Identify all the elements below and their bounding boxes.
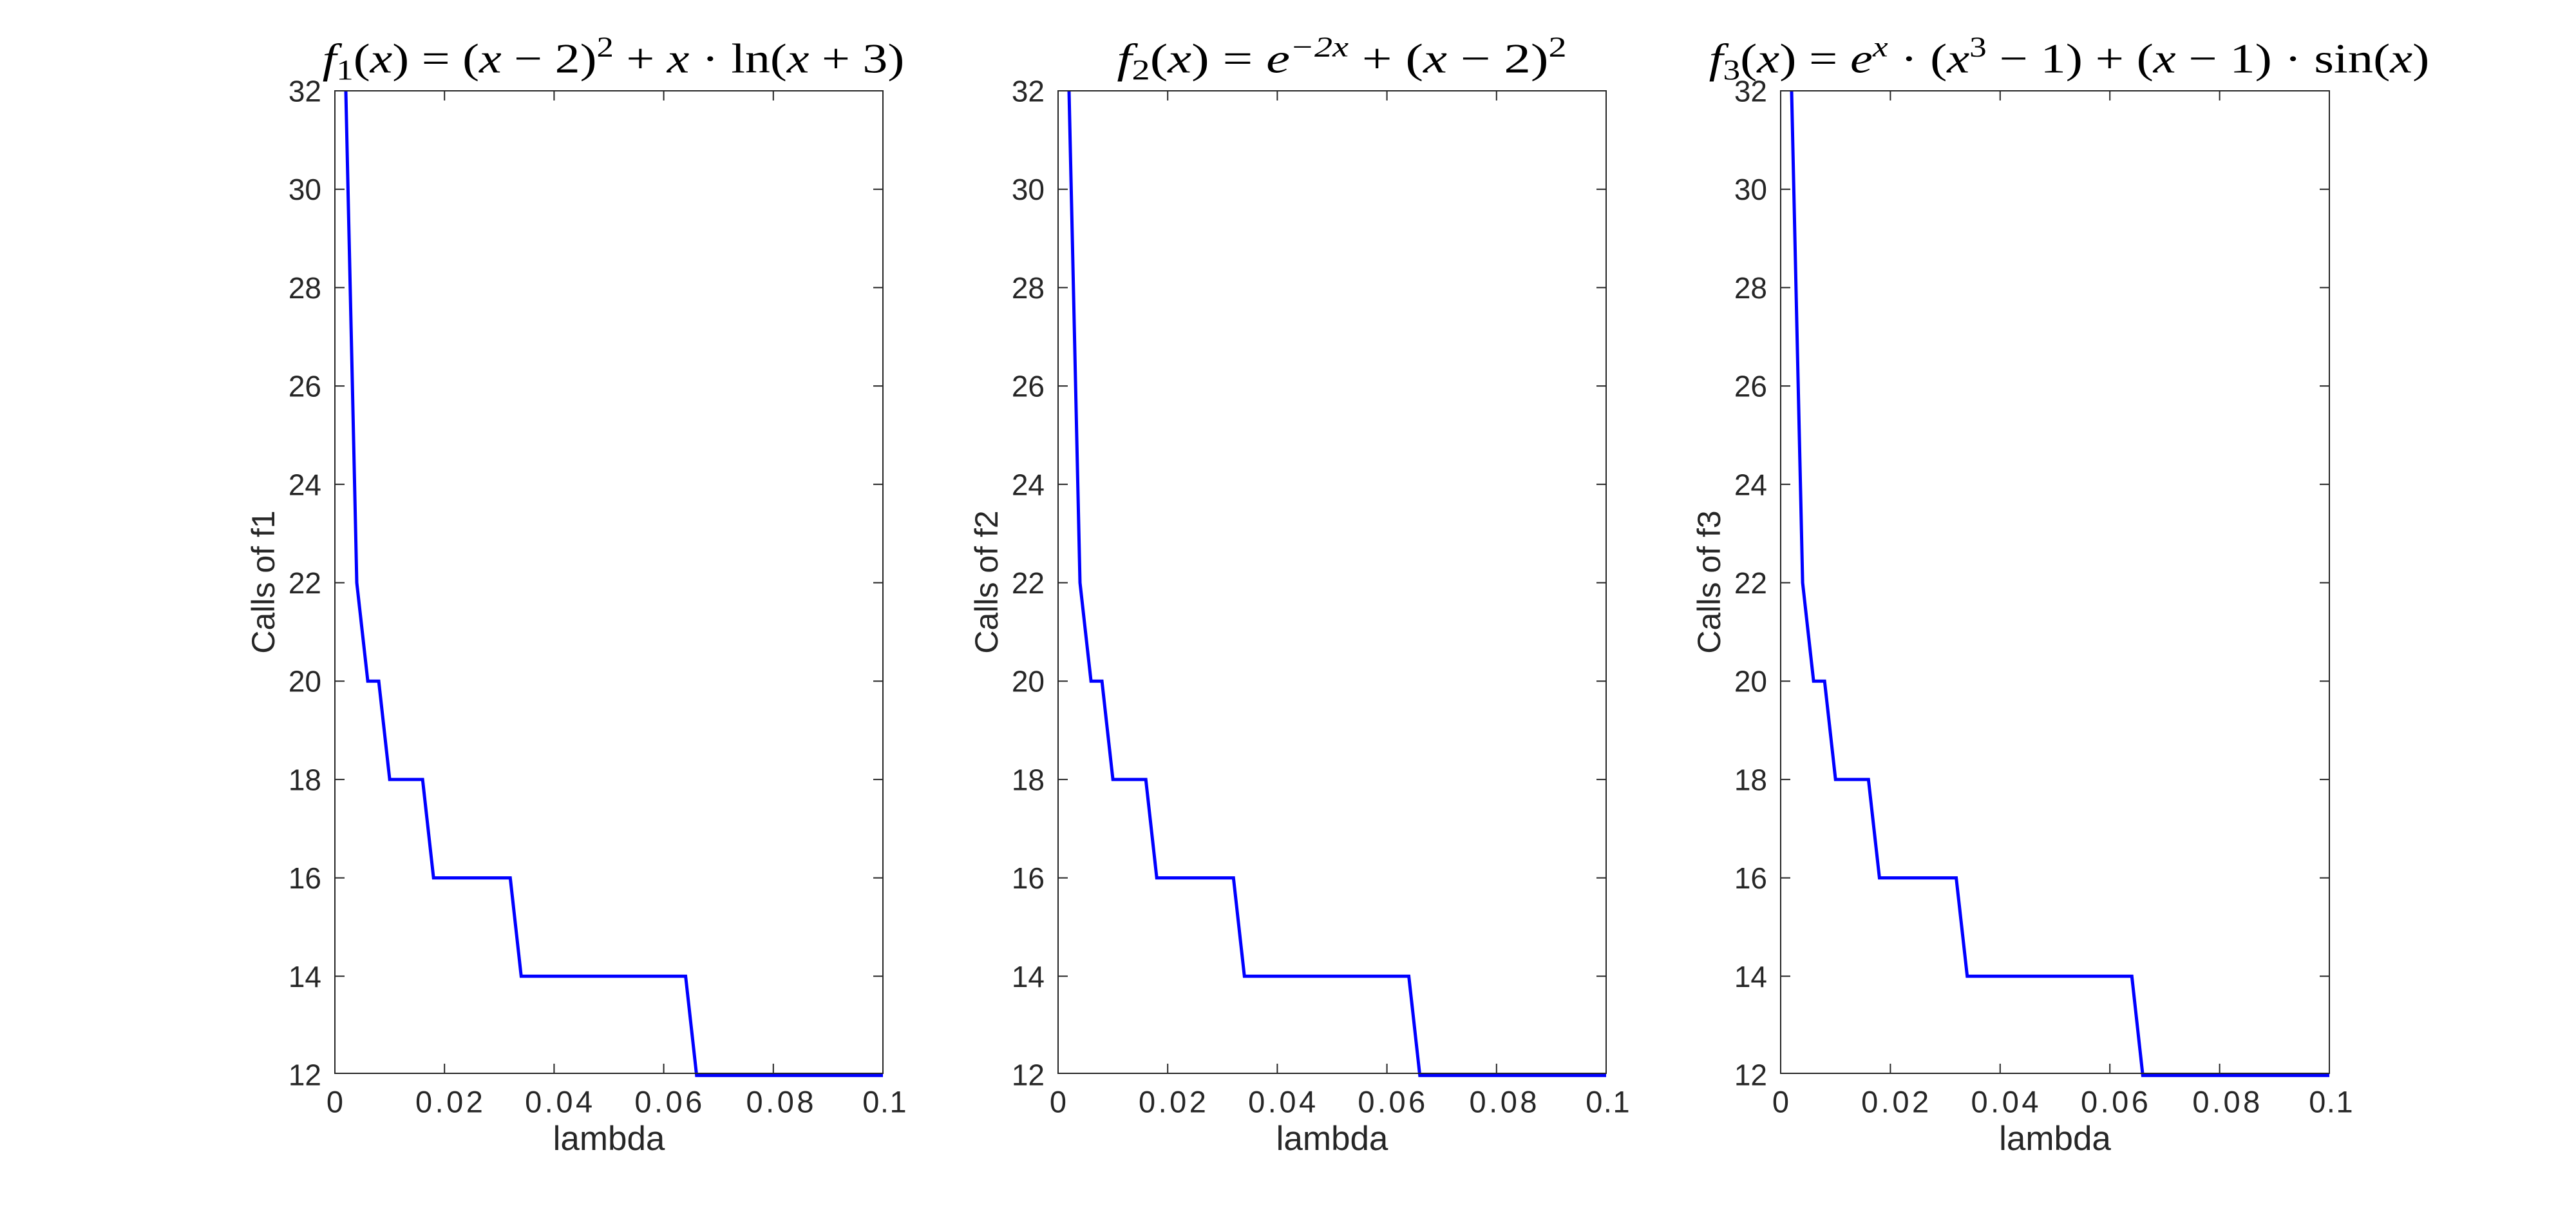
svg-text:f1(x) = (x − 2)2 + x · ln(x +: f1(x) = (x − 2)2 + x · ln(x + 3)	[323, 32, 905, 86]
svg-text:0.02: 0.02	[415, 1085, 486, 1119]
svg-text:24: 24	[1012, 468, 1045, 501]
svg-text:lambda: lambda	[1999, 1120, 2111, 1158]
svg-text:0: 0	[327, 1085, 343, 1119]
svg-text:24: 24	[289, 468, 321, 501]
svg-text:lambda: lambda	[553, 1120, 665, 1158]
svg-text:30: 30	[1012, 173, 1045, 206]
svg-text:22: 22	[289, 566, 321, 600]
svg-text:0.04: 0.04	[1971, 1085, 2041, 1119]
svg-text:0.06: 0.06	[2081, 1085, 2151, 1119]
svg-text:0.1: 0.1	[2309, 1085, 2354, 1119]
svg-text:16: 16	[1012, 861, 1045, 895]
svg-text:14: 14	[1012, 960, 1045, 993]
svg-text:0.08: 0.08	[746, 1085, 817, 1119]
svg-text:0.1: 0.1	[862, 1085, 907, 1119]
svg-text:0.04: 0.04	[525, 1085, 595, 1119]
svg-text:16: 16	[1734, 861, 1767, 895]
svg-text:0.02: 0.02	[1139, 1085, 1209, 1119]
svg-text:20: 20	[1734, 665, 1767, 698]
svg-text:26: 26	[1734, 370, 1767, 403]
svg-text:0.08: 0.08	[2192, 1085, 2262, 1119]
svg-text:12: 12	[1734, 1059, 1767, 1092]
svg-text:14: 14	[289, 960, 321, 993]
svg-text:0.06: 0.06	[634, 1085, 705, 1119]
svg-text:22: 22	[1012, 566, 1045, 600]
svg-text:18: 18	[1734, 763, 1767, 796]
svg-text:18: 18	[289, 763, 321, 796]
svg-text:18: 18	[1012, 763, 1045, 796]
svg-text:30: 30	[289, 173, 321, 206]
svg-text:28: 28	[289, 271, 321, 305]
svg-text:20: 20	[289, 665, 321, 698]
svg-text:0.06: 0.06	[1358, 1085, 1428, 1119]
svg-text:20: 20	[1012, 665, 1045, 698]
svg-text:12: 12	[289, 1059, 321, 1092]
svg-text:26: 26	[289, 370, 321, 403]
svg-text:0.04: 0.04	[1248, 1085, 1318, 1119]
svg-text:0.08: 0.08	[1470, 1085, 1540, 1119]
svg-text:16: 16	[289, 861, 321, 895]
svg-text:32: 32	[289, 75, 321, 108]
svg-text:Calls of f3: Calls of f3	[1691, 510, 1727, 653]
svg-text:14: 14	[1734, 960, 1767, 993]
svg-text:lambda: lambda	[1276, 1120, 1388, 1158]
svg-text:Calls of f2: Calls of f2	[969, 510, 1005, 653]
svg-text:0.02: 0.02	[1861, 1085, 1931, 1119]
svg-text:0: 0	[1050, 1085, 1066, 1119]
svg-text:32: 32	[1734, 75, 1767, 108]
svg-text:28: 28	[1012, 271, 1045, 305]
svg-text:0: 0	[1772, 1085, 1789, 1119]
svg-text:24: 24	[1734, 468, 1767, 501]
svg-text:f2(x) = e−2x + (x − 2)2: f2(x) = e−2x + (x − 2)2	[1117, 31, 1566, 85]
svg-text:f3(x) = ex · (x3 − 1) + (x − 1: f3(x) = ex · (x3 − 1) + (x − 1) · sin(x)	[1709, 31, 2430, 86]
svg-text:12: 12	[1012, 1059, 1045, 1092]
svg-text:32: 32	[1012, 75, 1045, 108]
svg-text:26: 26	[1012, 370, 1045, 403]
svg-text:Calls of f1: Calls of f1	[245, 510, 281, 653]
svg-text:0.1: 0.1	[1586, 1085, 1631, 1119]
svg-text:30: 30	[1734, 173, 1767, 206]
svg-text:22: 22	[1734, 566, 1767, 600]
svg-text:28: 28	[1734, 271, 1767, 305]
